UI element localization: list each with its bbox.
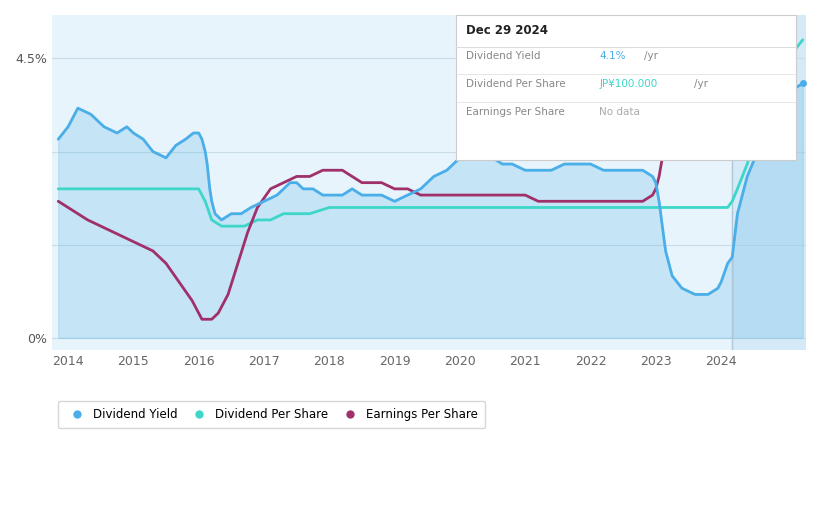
Text: Earnings Per Share: Earnings Per Share bbox=[466, 107, 564, 117]
Text: 4.1%: 4.1% bbox=[599, 51, 626, 61]
Text: JP¥100.000: JP¥100.000 bbox=[599, 79, 658, 89]
Text: Past: Past bbox=[736, 72, 760, 82]
Bar bbox=[732, 15, 806, 351]
Text: Dec 29 2024: Dec 29 2024 bbox=[466, 24, 548, 38]
Text: /yr: /yr bbox=[694, 79, 708, 89]
Text: No data: No data bbox=[599, 107, 640, 117]
Text: Dividend Per Share: Dividend Per Share bbox=[466, 79, 565, 89]
Text: /yr: /yr bbox=[644, 51, 658, 61]
Legend: Dividend Yield, Dividend Per Share, Earnings Per Share: Dividend Yield, Dividend Per Share, Earn… bbox=[57, 401, 485, 428]
Text: Dividend Yield: Dividend Yield bbox=[466, 51, 540, 61]
